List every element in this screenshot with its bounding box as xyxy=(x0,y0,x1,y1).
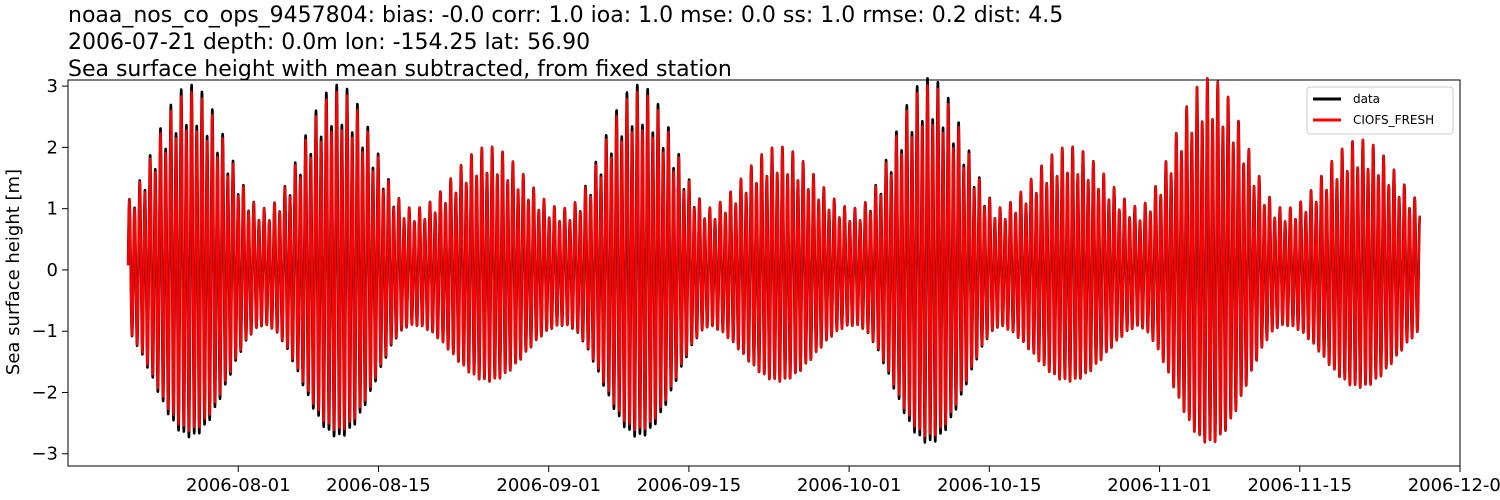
y-tick-label: −1 xyxy=(31,321,58,342)
y-tick-label: 2 xyxy=(47,137,58,158)
legend-label-data: data xyxy=(1353,92,1380,106)
x-tick-label: 2006-09-15 xyxy=(637,475,742,496)
x-axis-ticks: 2006-08-01 2006-08-15 2006-09-01 2006-09-15… xyxy=(186,466,1500,496)
y-tick-label: 3 xyxy=(47,76,58,97)
legend-label-ciofs-fresh: CIOFS_FRESH xyxy=(1353,113,1434,127)
legend-box xyxy=(1306,86,1454,135)
chart-title-line-3: Sea surface height with mean subtracted,… xyxy=(68,57,732,82)
y-tick-label: −3 xyxy=(31,444,58,465)
x-tick-label: 2006-11-15 xyxy=(1247,475,1352,496)
chart-title-line-2: 2006-07-21 depth: 0.0m lon: -154.25 lat:… xyxy=(68,30,590,55)
plot-area xyxy=(67,79,1461,467)
x-tick-label: 2006-08-01 xyxy=(186,475,291,496)
x-tick-label: 2006-12-01 xyxy=(1408,475,1500,496)
x-tick-label: 2006-10-01 xyxy=(797,475,902,496)
y-tick-label: 0 xyxy=(47,260,58,281)
y-tick-label: 1 xyxy=(47,199,58,220)
y-axis-label: Sea surface height [m] xyxy=(3,169,24,375)
x-tick-label: 2006-09-01 xyxy=(496,475,601,496)
legend: data CIOFS_FRESH xyxy=(1306,86,1454,135)
x-tick-label: 2006-11-01 xyxy=(1107,475,1212,496)
y-axis-ticks: −3 −2 −1 0 1 2 3 xyxy=(31,76,68,465)
y-tick-label: −2 xyxy=(31,382,58,403)
series-line-ciofs-fresh xyxy=(126,77,1421,444)
x-tick-label: 2006-08-15 xyxy=(326,475,431,496)
x-tick-label: 2006-10-15 xyxy=(937,475,1042,496)
series-layer xyxy=(126,77,1422,444)
chart-title-line-1: noaa_nos_co_ops_9457804: bias: -0.0 corr… xyxy=(68,3,1063,28)
